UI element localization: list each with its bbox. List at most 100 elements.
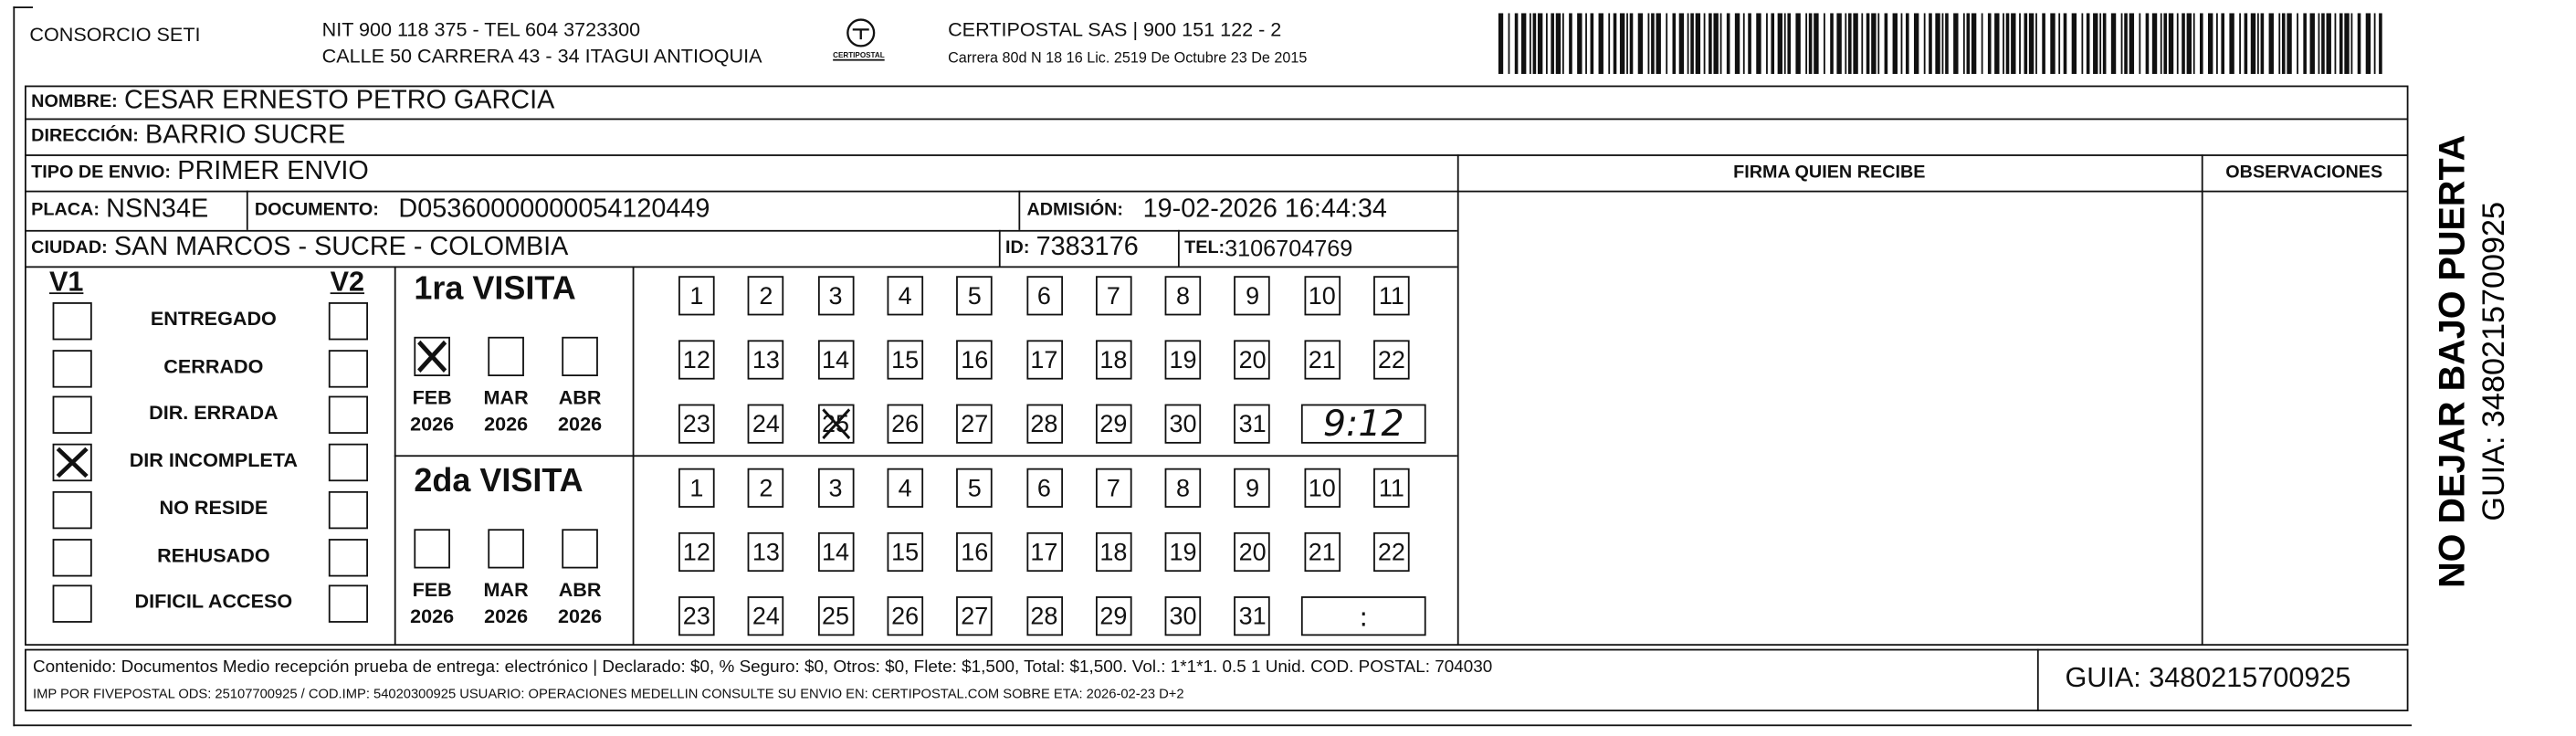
- field: NOMBRE: CESAR ERNESTO PETRO GARCIA: [31, 86, 554, 119]
- rule: [632, 266, 635, 647]
- barcode-bar: [2081, 13, 2084, 74]
- barcode-bar: [1884, 13, 1888, 74]
- barcode-bar: [1555, 13, 1561, 74]
- day-box: 22: [1373, 340, 1410, 380]
- nit: NIT 900 118 375 - TEL 604 3723300: [321, 17, 641, 41]
- status-label: DIR. ERRADA: [149, 401, 279, 425]
- barcode-bar: [2024, 13, 2028, 74]
- barcode-bar: [1962, 13, 1965, 74]
- barcode-bar: [2256, 13, 2259, 74]
- rule: [394, 455, 1457, 457]
- rule: [24, 229, 1457, 232]
- month-label: FEB: [412, 578, 452, 602]
- barcode-bar: [1656, 13, 1661, 74]
- day-box: 30: [1164, 596, 1202, 636]
- barcode-bar: [1598, 13, 1603, 74]
- day-box: 11: [1373, 468, 1410, 508]
- barcode-bar: [2042, 13, 2045, 74]
- barcode-bar: [1687, 13, 1689, 74]
- barcode-bar: [2124, 13, 2128, 74]
- day-box: 19: [1164, 340, 1202, 380]
- barcode-bar: [1695, 13, 1701, 74]
- day-box: 7: [1095, 468, 1132, 508]
- barcode-bar: [2344, 13, 2350, 74]
- barcode-bar: [2168, 13, 2174, 74]
- barcode-bar: [2160, 13, 2162, 74]
- barcode-bar: [1569, 13, 1572, 74]
- barcode-bar: [1719, 13, 1722, 74]
- barcode-bar: [2129, 13, 2135, 74]
- field-label: ADMISIÓN:: [1026, 200, 1124, 221]
- barcode-bar: [2120, 13, 2123, 74]
- barcode-bar: [2318, 13, 2320, 74]
- barcode-bar: [1545, 13, 1548, 74]
- barcode-bar: [2244, 13, 2248, 74]
- barcode-bar: [1508, 13, 1510, 74]
- barcode-bar: [1830, 13, 1834, 74]
- v2-header: V2: [330, 266, 365, 298]
- field-label: PLACA:: [31, 200, 100, 221]
- barcode-bar: [1966, 13, 1971, 74]
- day-box: 28: [1025, 404, 1063, 444]
- field: CIUDAD: SAN MARCOS - SUCRE - COLOMBIA: [31, 230, 568, 267]
- day-box: 3: [817, 276, 854, 316]
- day-box: 25: [817, 404, 854, 444]
- barcode-bar: [1651, 13, 1655, 74]
- day-box: 9: [1234, 468, 1271, 508]
- side-warning: NO DEJAR BAJO PUERTA: [2432, 135, 2472, 588]
- address: CALLE 50 CARRERA 43 - 34 ITAGUI ANTIOQUI…: [321, 44, 762, 68]
- barcode-bar: [1783, 13, 1786, 74]
- v2-checkbox: [328, 443, 369, 482]
- visit-title: 2da VISITA: [414, 463, 584, 499]
- day-box: 1: [678, 468, 715, 508]
- barcode-bar: [1913, 13, 1919, 74]
- day-box: 22: [1373, 531, 1410, 573]
- field: PLACA: NSN34E: [31, 191, 208, 230]
- barcode-bar: [2321, 13, 2325, 74]
- status-label: DIFICIL ACCESO: [134, 590, 293, 614]
- day-box: 2: [748, 468, 784, 508]
- day-box: 31: [1234, 404, 1271, 444]
- rule: [1456, 154, 1459, 647]
- month-checkbox: [414, 336, 450, 376]
- field-label: NOMBRE:: [31, 91, 118, 112]
- v2-checkbox: [328, 584, 369, 624]
- barcode-bar: [2229, 13, 2234, 74]
- rule: [24, 266, 1457, 268]
- day-box: 28: [1025, 596, 1063, 636]
- visit-title: 1ra VISITA: [414, 270, 576, 308]
- logo-text: CERTIPOSTAL: [833, 50, 885, 59]
- field-value: CESAR ERNESTO PETRO GARCIA: [123, 87, 555, 115]
- day-box: 10: [1303, 276, 1341, 316]
- barcode-bar: [2035, 13, 2037, 74]
- barcode-bar: [1690, 13, 1694, 74]
- field-label: ID:: [1005, 237, 1030, 258]
- day-box: 7: [1095, 276, 1132, 316]
- frame-line: [13, 724, 2413, 727]
- day-cross: [819, 405, 852, 442]
- month-checkbox: [488, 336, 524, 376]
- v1-checkbox: [52, 443, 92, 482]
- barcode-bar: [1532, 13, 1537, 74]
- barcode-bar: [2099, 13, 2102, 74]
- field-value: PRIMER ENVIO: [177, 157, 369, 186]
- status-label: NO RESIDE: [159, 495, 268, 520]
- status-label: REHUSADO: [157, 542, 270, 566]
- day-box: 14: [817, 531, 854, 573]
- month-label: MAR: [483, 385, 529, 409]
- company: CONSORCIO SETI: [29, 23, 201, 47]
- barcode-bar: [1847, 13, 1852, 74]
- barcode-bar: [2309, 13, 2315, 74]
- barcode-bar: [1945, 13, 1949, 74]
- barcode-bar: [1853, 13, 1858, 74]
- rule: [2036, 648, 2039, 712]
- logo: [846, 18, 876, 47]
- day-box: 9: [1234, 276, 1271, 316]
- barcode-bar: [1861, 13, 1864, 74]
- time-box: 9:12: [1300, 404, 1426, 445]
- barcode-bar: [2215, 13, 2218, 74]
- month-label: ABR: [558, 578, 602, 602]
- column-header: FIRMA QUIEN RECIBE: [1733, 163, 1926, 183]
- barcode-bar: [2379, 13, 2382, 74]
